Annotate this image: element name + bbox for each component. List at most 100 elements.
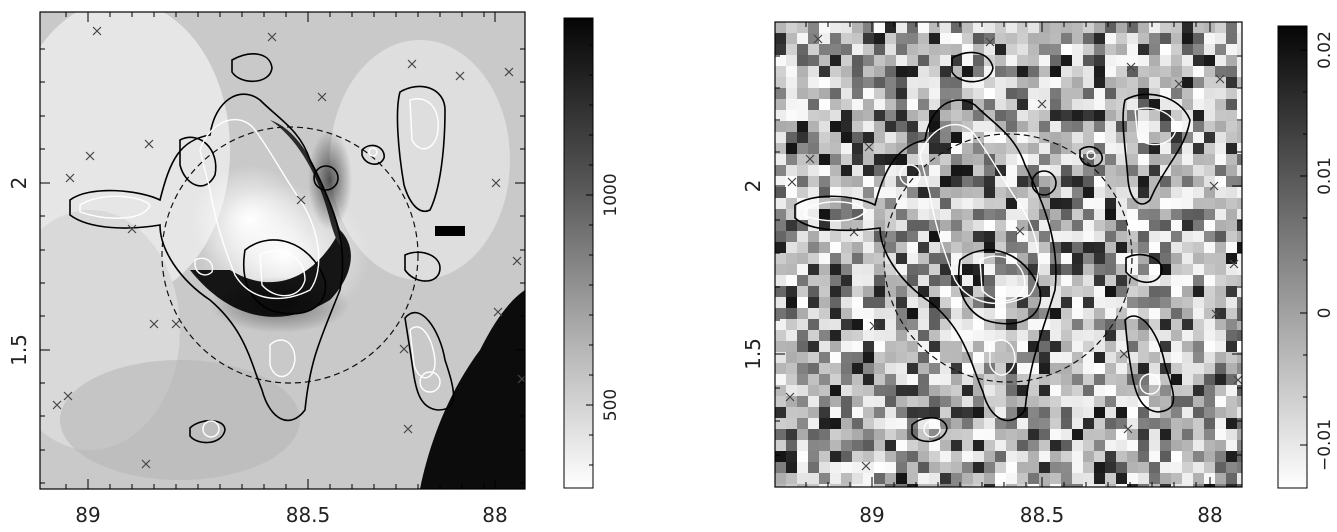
noise-cell <box>1105 473 1117 485</box>
noise-cell <box>973 330 985 342</box>
noise-cell <box>1138 286 1150 298</box>
noise-cell <box>1116 154 1128 166</box>
noise-cell <box>1050 165 1062 177</box>
noise-cell <box>863 121 875 133</box>
noise-cell <box>1160 33 1172 45</box>
noise-cell <box>1215 209 1227 221</box>
noise-cell <box>1127 198 1139 210</box>
noise-cell <box>874 286 886 298</box>
noise-cell <box>1226 396 1238 408</box>
noise-cell <box>775 429 787 441</box>
noise-cell <box>1006 264 1018 276</box>
noise-cell <box>797 33 809 45</box>
noise-cell <box>1006 352 1018 364</box>
noise-cell <box>1017 176 1029 188</box>
noise-cell <box>841 440 853 452</box>
noise-cell <box>808 297 820 309</box>
noise-cell <box>918 451 930 463</box>
noise-cell <box>1160 44 1172 56</box>
noise-cell <box>1028 462 1040 474</box>
noise-cell <box>1028 319 1040 331</box>
noise-cell <box>1006 308 1018 320</box>
noise-cell <box>1072 462 1084 474</box>
noise-cell <box>1061 330 1073 342</box>
noise-cell <box>929 88 941 100</box>
noise-cell <box>1105 165 1117 177</box>
noise-cell <box>907 99 919 111</box>
noise-cell <box>852 77 864 89</box>
noise-cell <box>1050 99 1062 111</box>
noise-cell <box>1182 297 1194 309</box>
noise-cell <box>874 407 886 419</box>
noise-cell <box>918 110 930 122</box>
noise-cell <box>1072 165 1084 177</box>
noise-cell <box>808 165 820 177</box>
noise-cell <box>1050 484 1062 487</box>
noise-cell <box>984 462 996 474</box>
noise-cell <box>874 209 886 221</box>
noise-cell <box>1215 198 1227 210</box>
noise-cell <box>1226 308 1238 320</box>
noise-cell <box>819 132 831 144</box>
noise-cell <box>786 407 798 419</box>
noise-cell <box>808 374 820 386</box>
noise-cell <box>1094 66 1106 78</box>
noise-cell <box>1083 253 1095 265</box>
noise-cell <box>1116 88 1128 100</box>
noise-cell <box>852 429 864 441</box>
noise-cell <box>775 440 787 452</box>
noise-cell <box>1105 33 1117 45</box>
noise-cell <box>1138 110 1150 122</box>
noise-cell <box>819 231 831 243</box>
noise-cell <box>1050 330 1062 342</box>
noise-cell <box>1017 462 1029 474</box>
noise-cell <box>819 33 831 45</box>
noise-cell <box>1215 143 1227 155</box>
noise-cell <box>940 110 952 122</box>
noise-cell <box>1105 242 1117 254</box>
noise-cell <box>1193 385 1205 397</box>
noise-cell <box>995 330 1007 342</box>
noise-cell <box>940 231 952 243</box>
noise-cell <box>995 165 1007 177</box>
noise-cell <box>1017 352 1029 364</box>
noise-cell <box>1072 242 1084 254</box>
noise-cell <box>940 407 952 419</box>
noise-cell <box>808 121 820 133</box>
noise-cell <box>1094 429 1106 441</box>
noise-cell <box>885 143 897 155</box>
noise-cell <box>1127 462 1139 474</box>
noise-cell <box>1193 154 1205 166</box>
noise-cell <box>852 132 864 144</box>
noise-cell <box>775 165 787 177</box>
right-colorbar-tick-neg-0-01: −0.01 <box>1315 419 1335 471</box>
noise-cell <box>1193 22 1205 34</box>
noise-cell <box>1105 462 1117 474</box>
noise-cell <box>929 341 941 353</box>
noise-cell <box>1171 484 1183 487</box>
noise-cell <box>775 55 787 67</box>
noise-cell <box>874 297 886 309</box>
noise-cell <box>1149 462 1161 474</box>
noise-cell <box>786 242 798 254</box>
noise-cell <box>775 473 787 485</box>
noise-cell <box>1116 484 1128 487</box>
noise-cell <box>940 473 952 485</box>
noise-cell <box>1160 154 1172 166</box>
noise-cell <box>1006 407 1018 419</box>
noise-cell <box>852 176 864 188</box>
noise-cell <box>1061 77 1073 89</box>
noise-cell <box>819 297 831 309</box>
noise-cell <box>885 418 897 430</box>
noise-cell <box>1204 77 1216 89</box>
noise-cell <box>1072 77 1084 89</box>
noise-cell <box>940 319 952 331</box>
noise-cell <box>1138 264 1150 276</box>
noise-cell <box>907 330 919 342</box>
noise-cell <box>885 110 897 122</box>
noise-cell <box>1171 385 1183 397</box>
noise-cell <box>1094 110 1106 122</box>
noise-cell <box>852 231 864 243</box>
noise-cell <box>1050 396 1062 408</box>
noise-cell <box>852 110 864 122</box>
